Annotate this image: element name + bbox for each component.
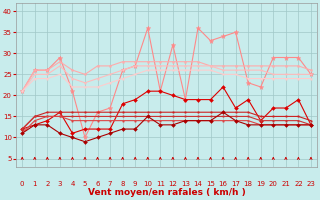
X-axis label: Vent moyen/en rafales ( km/h ): Vent moyen/en rafales ( km/h ): [88, 188, 245, 197]
